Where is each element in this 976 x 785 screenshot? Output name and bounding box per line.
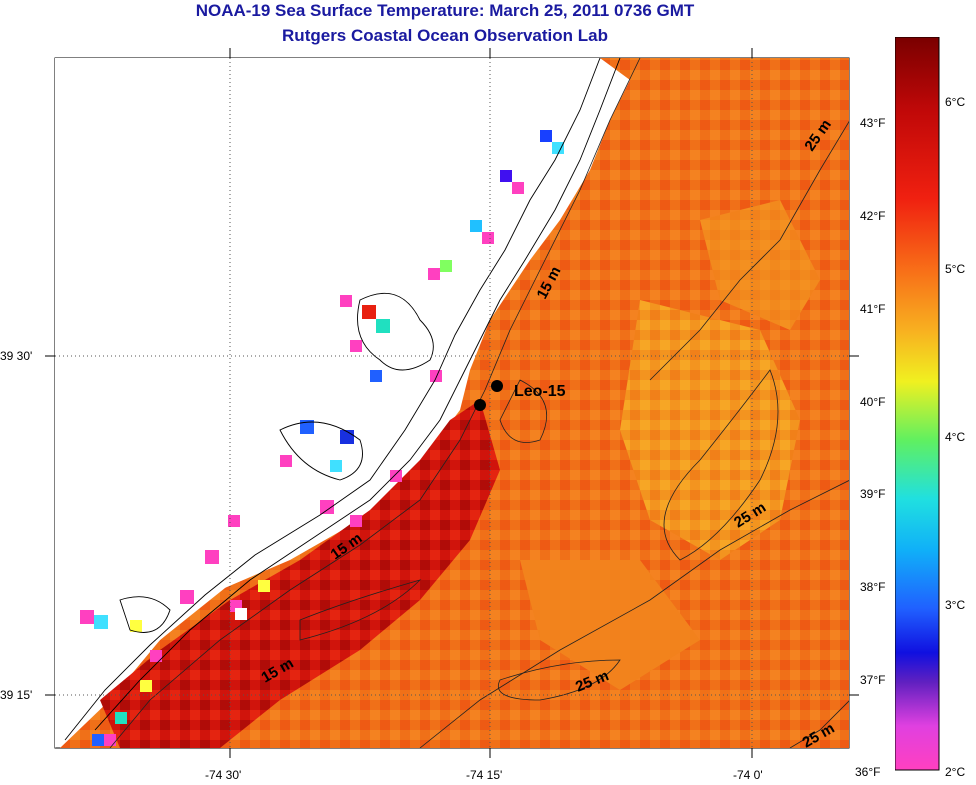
colorbar-fahrenheit-label: 37°F <box>860 673 886 687</box>
colorbar-celsius-label: 3°C <box>945 598 966 612</box>
lon-label: -74 0' <box>733 768 763 782</box>
sst-map: 15 m 15 m 15 m 25 m 25 m 25 m 25 m Leo-1… <box>45 48 859 758</box>
colorbar-celsius-label: 5°C <box>945 262 966 276</box>
temperature-colorbar: 6°C 5°C 4°C 3°C 2°C <box>895 37 968 779</box>
colorbar-fahrenheit-label: 39°F <box>860 487 886 501</box>
leo15-station-markers <box>474 380 503 411</box>
coastline <box>64 58 621 741</box>
colorbar-fahrenheit-label: 38°F <box>860 580 886 594</box>
land <box>55 58 600 748</box>
axis-ticks <box>45 48 859 758</box>
leo15-label: Leo-15 <box>514 383 566 400</box>
colorbar-celsius-label: 4°C <box>945 430 966 444</box>
lat-label: 39 15' <box>0 688 33 702</box>
colorbar-fahrenheit-label: 43°F <box>860 116 886 130</box>
colorbar-fahrenheit-label: 36°F <box>855 765 881 779</box>
cold-coastal-pixels <box>80 130 564 746</box>
map-subtitle: Rutgers Coastal Ocean Observation Lab <box>282 26 608 45</box>
map-title: NOAA-19 Sea Surface Temperature: March 2… <box>195 1 695 20</box>
colorbar-celsius-label: 2°C <box>945 765 966 779</box>
colorbar-gradient <box>895 37 940 771</box>
colorbar-fahrenheit-label: 42°F <box>860 209 886 223</box>
lat-label: 39 30' <box>0 349 33 363</box>
colorbar-fahrenheit-label: 41°F <box>860 302 886 316</box>
warm-nearshore-band <box>100 400 500 748</box>
isobath-contours <box>109 58 849 748</box>
lon-label: -74 15' <box>466 768 503 782</box>
graticule <box>55 58 849 748</box>
lon-label: -74 30' <box>205 768 242 782</box>
colorbar-celsius-label: 6°C <box>945 95 966 109</box>
colorbar-fahrenheit-label: 40°F <box>860 395 886 409</box>
